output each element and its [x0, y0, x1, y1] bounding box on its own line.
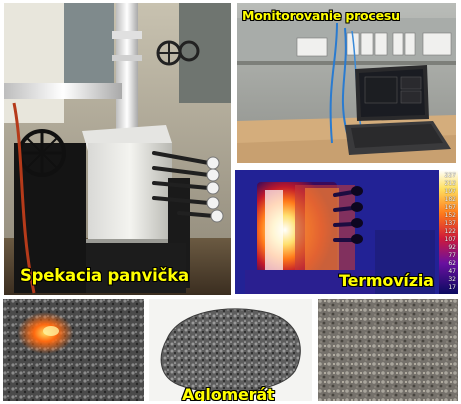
- scale-label: 92: [448, 244, 456, 251]
- agglomerate-photo: Aglomerát: [149, 299, 312, 401]
- agglomerate-photo-hot: [3, 299, 144, 401]
- scale-label: 167: [444, 204, 456, 211]
- scale-label: 62: [448, 260, 456, 267]
- thermal-image: 227 212 197 182 167 152 137 122 107 92 7…: [235, 170, 458, 294]
- thermal-scale: 227 212 197 182 167 152 137 122 107 92 7…: [439, 170, 458, 294]
- scale-label: 197: [444, 188, 456, 195]
- scale-label: 77: [448, 252, 456, 259]
- caption-main: Spekacia panvička: [20, 266, 189, 285]
- scale-label: 32: [448, 276, 456, 283]
- sintering-pan-photo: [4, 3, 231, 295]
- scale-label: 212: [444, 180, 456, 187]
- scale-label: 137: [444, 220, 456, 227]
- agglomerate-photo-crushed: [318, 299, 458, 401]
- caption-agglomerate: Aglomerát: [182, 385, 275, 401]
- scale-label: 227: [444, 172, 456, 179]
- scale-label: 17: [448, 284, 456, 291]
- scale-label: 152: [444, 212, 456, 219]
- scale-label: 182: [444, 196, 456, 203]
- scale-label: 47: [448, 268, 456, 275]
- scale-label: 122: [444, 228, 456, 235]
- scale-label: 107: [444, 236, 456, 243]
- caption-thermal: Termovízia: [339, 271, 434, 290]
- caption-monitoring: Monitorovanie procesu: [242, 8, 400, 23]
- monitoring-photo: Monitorovanie procesu: [237, 3, 456, 163]
